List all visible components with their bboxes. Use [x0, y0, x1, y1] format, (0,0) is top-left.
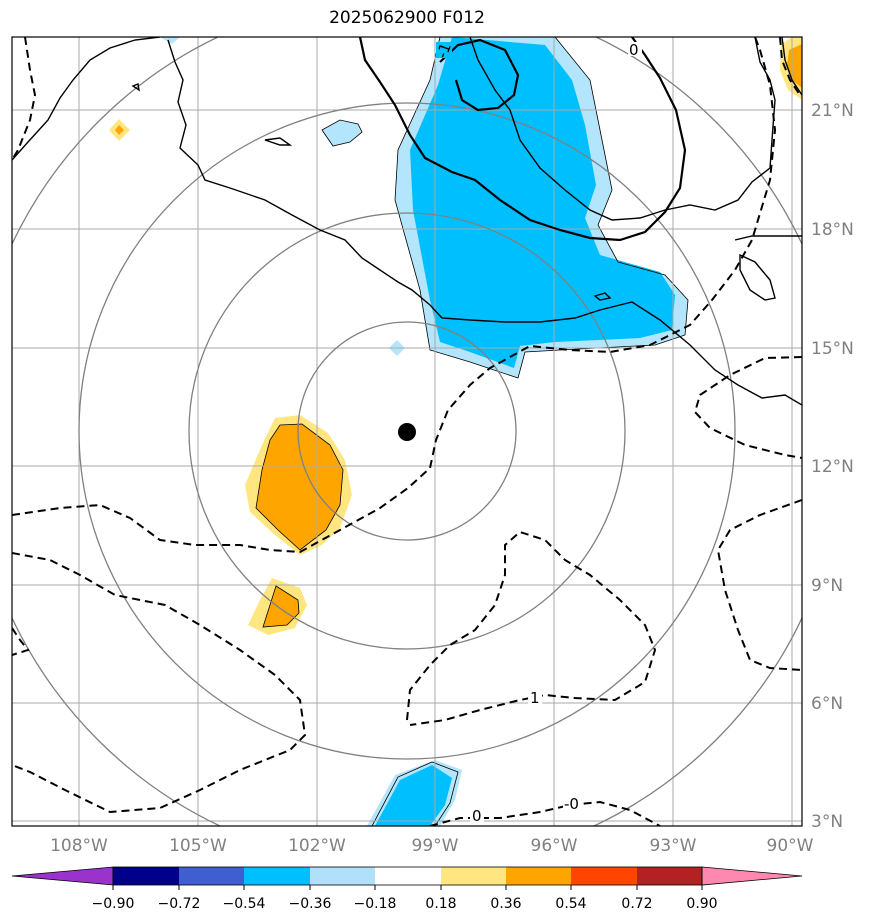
- solid-contours: [358, 37, 687, 242]
- colorbar-tick-label: 0.54: [555, 896, 586, 912]
- negative-south-core: [375, 765, 452, 826]
- coastline-island-1: [264, 137, 293, 146]
- colorbar-extend-high: [701, 866, 803, 886]
- latitude-labels: 21°N 18°N 15°N 12°N 9°N 6°N 3°N: [811, 101, 854, 832]
- dashed-contour-left-mid: [12, 627, 30, 656]
- lon-label-105w: 105°W: [169, 836, 227, 856]
- contour-label-0: 0: [629, 41, 639, 59]
- negative-corner-top-left: [160, 37, 180, 44]
- longitude-labels: 108°W 105°W 102°W 99°W 96°W 93°W 90°W: [50, 836, 814, 856]
- shaded-fields: [109, 37, 802, 826]
- lat-label-3n: 3°N: [811, 812, 843, 832]
- contour-label-bg-3: [470, 808, 484, 823]
- colorbar-tick-label: −0.90: [92, 896, 135, 912]
- colorbar-bin-4: [310, 867, 375, 885]
- colorbar-bin-7: [506, 867, 571, 885]
- coastline-island-3: [593, 292, 612, 301]
- coastline-ne-corner: [781, 37, 802, 96]
- colorbar-bin-9: [637, 867, 702, 885]
- dashed-contour-west-top: [12, 37, 37, 161]
- shade-outlines: [255, 37, 689, 826]
- contour-label-bg-4: [563, 796, 583, 811]
- colorbar-extend-low: [11, 866, 114, 886]
- lon-label-102w: 102°W: [288, 836, 346, 856]
- outline-positive-west: [255, 423, 344, 551]
- lon-label-108w: 108°W: [50, 836, 108, 856]
- contour-label-neg0: -0: [564, 795, 579, 813]
- contour-label-bg-0: [628, 42, 642, 56]
- positive-dot-nw-core: [115, 125, 124, 135]
- dashed-contour-east-upper: [693, 356, 802, 459]
- dashed-contour-bottom: [429, 800, 661, 826]
- colorbar-bin-6: [441, 867, 506, 885]
- lon-label-99w: 99°W: [412, 836, 459, 856]
- lon-label-90w: 90°W: [767, 836, 814, 856]
- dashed-contour-ne: [779, 37, 801, 96]
- lat-label-9n: 9°N: [811, 576, 843, 596]
- solid-contour-north: [358, 37, 687, 242]
- contour-labels: 0 -1 1 0 -0: [433, 40, 642, 825]
- lat-label-21n: 21°N: [811, 101, 854, 121]
- contour-label-neg1: -1: [433, 40, 455, 60]
- colorbar-bin-3: [244, 867, 310, 885]
- outline-negative-north: [394, 37, 689, 379]
- coastline-yucatan: [734, 235, 802, 301]
- colorbar-tick-labels: −0.90 −0.72 −0.54 −0.36 −0.18 0.18 0.36 …: [92, 896, 718, 912]
- coastline-island-2: [131, 83, 140, 92]
- solid-contour-inner: [439, 38, 520, 112]
- positive-sw-core: [263, 586, 299, 627]
- colorbar-bin-2: [179, 867, 244, 885]
- positive-west-core: [256, 424, 343, 550]
- dashed-contour-east-loop: [716, 499, 802, 671]
- dashed-contour-main: [12, 37, 777, 554]
- colorbar-tick-label: 0.18: [425, 896, 456, 912]
- colorbar-tick-label: −0.54: [223, 896, 266, 912]
- colorbar: −0.90 −0.72 −0.54 −0.36 −0.18 0.18 0.36 …: [11, 866, 803, 912]
- colorbar-ticks: [112, 885, 703, 890]
- range-rings: [12, 37, 802, 826]
- colorbar-tick-label: −0.72: [158, 896, 201, 912]
- storm-center-marker: [398, 423, 416, 441]
- colorbar-tick-label: −0.18: [354, 896, 397, 912]
- contour-label-1: 1: [530, 689, 540, 707]
- contour-label-bg-2: [528, 690, 542, 705]
- contour-label-bg-1: [436, 42, 452, 58]
- range-ring-3: [78, 102, 736, 760]
- lat-label-18n: 18°N: [811, 220, 854, 240]
- map-frame: [11, 36, 803, 827]
- colorbar-outline: [112, 866, 703, 886]
- outline-positive-sw: [262, 585, 300, 628]
- lon-label-96w: 96°W: [531, 836, 578, 856]
- range-ring-2: [188, 212, 626, 650]
- positive-corner-ne-core: [787, 44, 802, 88]
- map-plot-area: 0 -1 1 0 -0: [12, 37, 802, 826]
- coastline-pacific-mexico: [12, 37, 802, 406]
- lat-label-15n: 15°N: [811, 339, 854, 359]
- outline-negative-blob: [321, 119, 363, 147]
- colorbar-bin-5: [375, 867, 441, 885]
- colorbar-tick-label: −0.36: [289, 896, 332, 912]
- lon-label-93w: 93°W: [650, 836, 697, 856]
- colorbar-tick-label: 0.36: [490, 896, 521, 912]
- negative-blob-small: [322, 120, 362, 146]
- range-ring-1: [297, 321, 517, 541]
- map-title: 2025062900 F012: [329, 8, 485, 28]
- colorbar-tick-label: 0.90: [686, 896, 717, 912]
- contour-label-0-south: 0: [472, 807, 482, 825]
- lat-label-6n: 6°N: [811, 694, 843, 714]
- dashed-contour-south: [12, 552, 307, 814]
- lat-label-12n: 12°N: [811, 457, 854, 477]
- outline-negative-south: [371, 761, 459, 826]
- colorbar-bin-8: [571, 867, 637, 885]
- negative-region-core: [410, 37, 675, 368]
- colorbar-bin-1: [113, 867, 179, 885]
- colorbar-tick-label: 0.72: [621, 896, 652, 912]
- graticule: [12, 37, 802, 826]
